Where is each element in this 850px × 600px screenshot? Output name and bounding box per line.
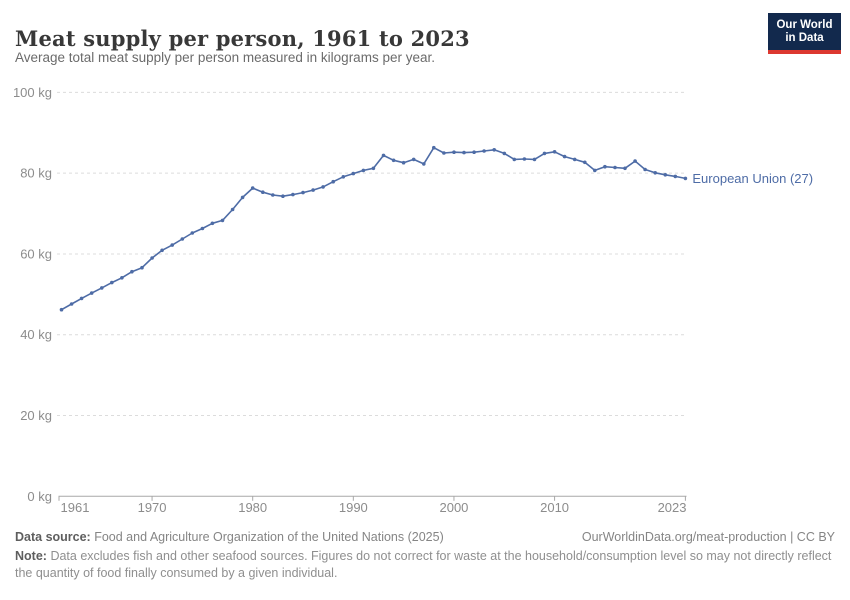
data-point[interactable] [120, 276, 124, 280]
data-point[interactable] [492, 148, 497, 152]
data-point[interactable] [391, 158, 396, 163]
data-point[interactable] [442, 151, 446, 155]
data-point[interactable] [180, 237, 185, 241]
data-point[interactable] [371, 166, 376, 171]
data-point[interactable] [110, 280, 114, 285]
data-point[interactable] [522, 157, 527, 161]
y-axis-tick-label: 60 kg [20, 246, 52, 261]
data-point[interactable] [462, 150, 466, 155]
x-axis-tick-label: 2023 [658, 500, 687, 515]
data-point[interactable] [321, 185, 325, 189]
data-point[interactable] [482, 149, 486, 153]
data-point[interactable] [361, 168, 366, 173]
data-point[interactable] [572, 157, 577, 162]
series-label[interactable]: European Union (27) [692, 171, 813, 186]
data-point[interactable] [381, 153, 386, 158]
data-point[interactable] [79, 296, 84, 301]
data-point[interactable] [683, 176, 688, 181]
series-line[interactable] [60, 146, 687, 311]
data-source-label: Data source: [15, 530, 91, 544]
data-point[interactable] [401, 160, 406, 165]
data-point[interactable] [301, 190, 305, 195]
data-point[interactable] [341, 175, 346, 179]
data-point[interactable] [623, 166, 627, 171]
data-point[interactable] [633, 159, 637, 163]
note-text: Data excludes fish and other seafood sou… [15, 549, 832, 580]
data-source: Data source: Food and Agriculture Organi… [15, 529, 444, 545]
data-point[interactable] [502, 151, 507, 156]
data-point[interactable] [100, 286, 104, 290]
data-point[interactable] [311, 188, 315, 192]
data-point[interactable] [351, 171, 356, 176]
data-source-text: Food and Agriculture Organization of the… [94, 530, 444, 544]
chart-subtitle: Average total meat supply per person mea… [15, 50, 435, 65]
y-axis-tick-label: 80 kg [20, 166, 52, 181]
page-title: Meat supply per person, 1961 to 2023 [15, 26, 470, 52]
note-label: Note: [15, 549, 47, 564]
data-point[interactable] [130, 269, 134, 274]
y-axis-tick-label: 100 kg [13, 85, 52, 100]
data-point[interactable] [160, 248, 164, 253]
x-axis-tick-label: 1980 [238, 500, 267, 515]
data-point[interactable] [271, 193, 275, 197]
data-point[interactable] [210, 221, 215, 226]
data-point[interactable] [653, 171, 657, 175]
x-axis-tick-label: 2000 [439, 500, 468, 515]
data-point[interactable] [603, 164, 607, 169]
y-axis-tick-label: 40 kg [20, 327, 52, 342]
data-point[interactable] [532, 157, 537, 162]
data-point[interactable] [240, 195, 245, 200]
data-point[interactable] [250, 186, 255, 190]
y-axis-tick-label: 20 kg [20, 408, 52, 423]
data-point[interactable] [190, 231, 195, 235]
data-point[interactable] [331, 179, 336, 184]
x-axis-tick-label: 1961 [61, 500, 90, 515]
data-point[interactable] [432, 145, 436, 150]
x-axis-tick-label: 1990 [339, 500, 368, 515]
x-axis-tick-label: 2010 [540, 500, 569, 515]
data-point[interactable] [59, 307, 64, 312]
data-point[interactable] [512, 157, 517, 162]
data-point[interactable] [673, 174, 678, 179]
data-point[interactable] [542, 151, 547, 156]
data-point[interactable] [230, 207, 235, 212]
data-point[interactable] [472, 150, 476, 154]
owid-logo[interactable]: Our World in Data [768, 13, 841, 54]
y-axis-tick-label: 0 kg [27, 489, 52, 504]
data-point[interactable] [562, 154, 567, 159]
data-point[interactable] [583, 160, 587, 165]
data-point[interactable] [140, 265, 144, 270]
data-point[interactable] [69, 302, 74, 306]
source-link[interactable]: OurWorldinData.org/meat-production | CC … [581, 530, 835, 544]
data-point[interactable] [200, 226, 205, 231]
data-point[interactable] [291, 192, 295, 197]
data-point[interactable] [613, 165, 617, 170]
data-point[interactable] [643, 167, 647, 172]
data-point[interactable] [411, 157, 416, 162]
data-point[interactable] [552, 150, 557, 154]
data-point[interactable] [220, 218, 225, 223]
data-point[interactable] [170, 243, 174, 247]
data-point[interactable] [150, 256, 154, 260]
data-point[interactable] [663, 173, 668, 177]
x-axis-tick-label: 1970 [138, 500, 167, 515]
owid-logo-line2: in Data [785, 32, 824, 44]
data-point[interactable] [281, 194, 285, 198]
data-point[interactable] [593, 168, 597, 173]
chart-note: Note: Data excludes fish and other seafo… [15, 548, 835, 581]
data-point[interactable] [261, 190, 265, 194]
data-point[interactable] [422, 162, 426, 166]
data-point[interactable] [452, 150, 456, 154]
data-point[interactable] [89, 291, 94, 295]
owid-logo-line1: Our World [776, 19, 833, 31]
chart-footer: Data source: Food and Agriculture Organi… [15, 529, 835, 581]
